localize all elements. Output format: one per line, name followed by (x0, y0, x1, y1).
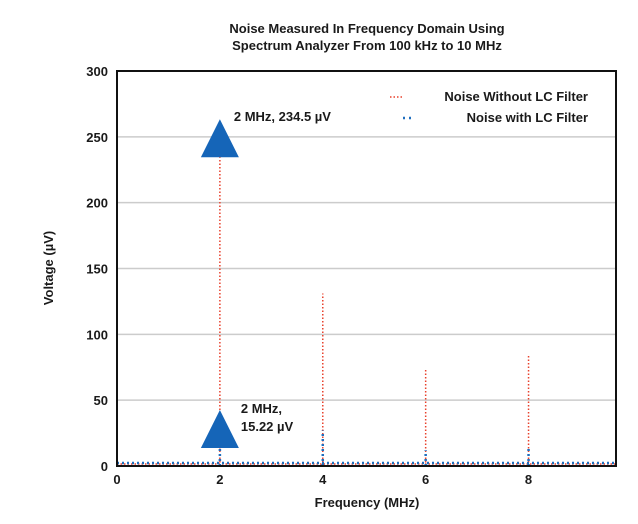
x-tick-label: 0 (113, 472, 120, 487)
y-tick-label: 200 (86, 196, 108, 211)
y-tick-label: 150 (86, 262, 108, 277)
x-tick-label: 6 (422, 472, 429, 487)
x-axis-label: Frequency (MHz) (315, 495, 420, 510)
x-tick-label: 8 (525, 472, 532, 487)
y-tick-label: 300 (86, 64, 108, 79)
x-tick-label: 2 (216, 472, 223, 487)
y-tick-label: 0 (101, 459, 108, 474)
y-tick-label: 100 (86, 327, 108, 342)
x-tick-label: 4 (319, 472, 327, 487)
y-tick-label: 250 (86, 130, 108, 145)
annotation-triangle-marker (200, 409, 239, 448)
annotation-label: 2 MHz, 234.5 µV (234, 109, 331, 124)
legend: Noise Without LC Filter Noise with LC Fi… (390, 89, 588, 125)
chart-title-line2: Spectrum Analyzer From 100 kHz to 10 MHz (232, 38, 502, 53)
y-axis-label: Voltage (µV) (41, 231, 56, 305)
annotation-triangle-marker (200, 119, 239, 158)
legend-label-with-filter: Noise with LC Filter (467, 110, 588, 125)
y-tick-label: 50 (94, 393, 108, 408)
legend-label-without-filter: Noise Without LC Filter (444, 89, 588, 104)
annotation-label: 15.22 µV (241, 419, 294, 434)
plot-frame (116, 70, 617, 467)
annotation-label: 2 MHz, (241, 401, 282, 416)
chart-title-line1: Noise Measured In Frequency Domain Using (229, 21, 504, 36)
